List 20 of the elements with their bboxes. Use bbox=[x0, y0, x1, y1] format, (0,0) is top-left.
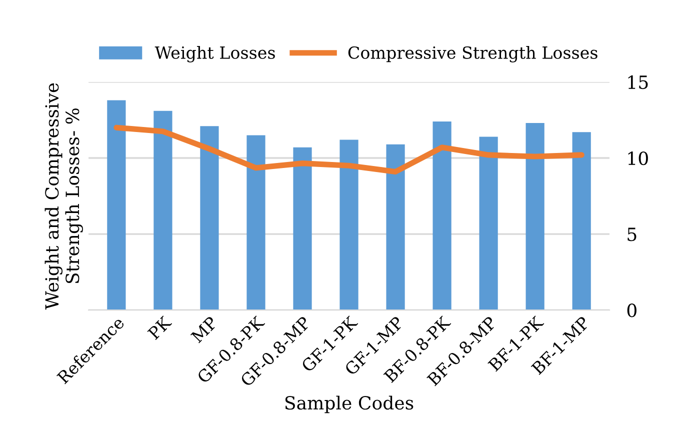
bar bbox=[526, 123, 544, 310]
y-axis-title: Weight and Compressive Strength Losses- % bbox=[44, 83, 83, 310]
bar bbox=[293, 147, 312, 310]
bar bbox=[386, 144, 405, 310]
bar bbox=[479, 136, 498, 310]
y-tick-label: 10 bbox=[628, 151, 648, 166]
y-tick-label: 0 bbox=[627, 304, 636, 318]
legend-label: Weight Losses bbox=[154, 46, 275, 62]
y-tick-label: 5 bbox=[628, 228, 636, 242]
bar bbox=[432, 122, 452, 310]
bar bbox=[200, 126, 219, 310]
x-axis-title: Sample Codes bbox=[285, 396, 414, 414]
y-tick-label: 15 bbox=[628, 75, 648, 90]
legend-label: Compressive Strength Losses bbox=[348, 46, 598, 62]
bar bbox=[572, 132, 591, 310]
x-tick-label: PK bbox=[147, 315, 172, 340]
bar bbox=[154, 110, 172, 310]
bar bbox=[340, 140, 358, 310]
bar bbox=[107, 100, 126, 310]
bar bbox=[246, 135, 266, 310]
